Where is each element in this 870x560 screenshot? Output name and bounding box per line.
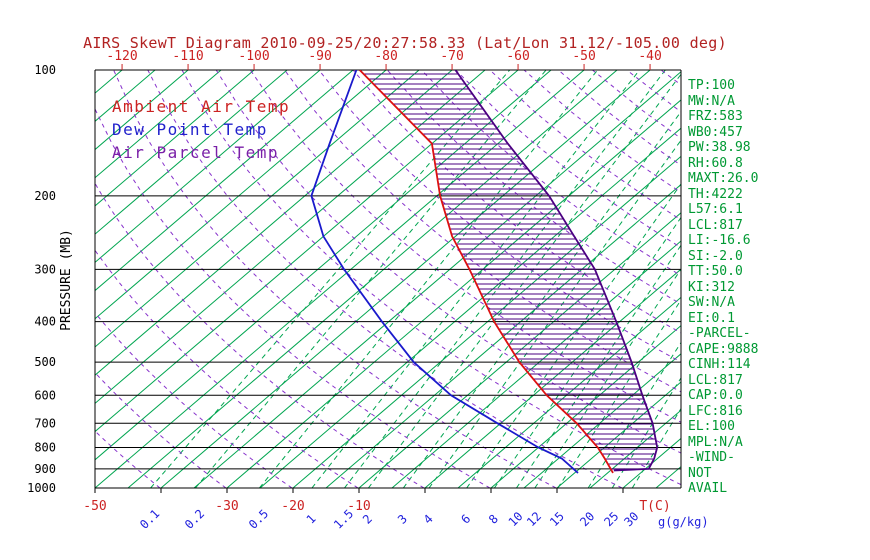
pressure-label: 200 [34, 189, 56, 203]
panel-item: EL:100 [688, 419, 735, 434]
panel-item: TH:4222 [688, 186, 743, 202]
mixing-ratio-label: 12 [524, 509, 544, 529]
panel-item: AVAIL [688, 481, 728, 496]
top-temp-label: -40 [638, 49, 661, 64]
top-temp-label: -120 [106, 49, 137, 64]
panel-item: PW:38.98 [688, 140, 751, 155]
panel-item: L57:6.1 [688, 202, 743, 217]
panel-item: TP:100 [688, 78, 735, 93]
panel-item: MW:N/A [688, 93, 735, 109]
panel-item: SI:-2.0 [688, 248, 743, 264]
bottom-temp-label: -30 [215, 499, 238, 514]
stats-panel: TP:100 MW:N/A FRZ:583 WB0:457 PW:38.98 RH:60.… [688, 78, 758, 497]
pressure-label: 600 [34, 388, 56, 402]
panel-item: LCL:817 [688, 217, 743, 233]
mixing-ratio-label: 20 [577, 509, 597, 529]
ambient-temp-curve [359, 70, 614, 474]
panel-item: -PARCEL- [688, 326, 751, 341]
pressure-label: 400 [34, 315, 56, 329]
pressure-label: 700 [34, 416, 56, 430]
top-temp-label: -60 [506, 49, 529, 64]
mixing-ratio-label: 25 [601, 509, 621, 529]
dew-point-curve [310, 70, 579, 474]
mixing-ratio-label: 6 [458, 512, 473, 527]
mixing-ratio-label: 1 [304, 512, 319, 527]
legend-ambient-air-temp: Ambient Air Temp [112, 97, 291, 116]
mixing-ratio-label: 4 [421, 512, 436, 527]
top-temp-label: -70 [440, 49, 463, 64]
panel-item: RH:60.8 [688, 155, 743, 171]
panel-item: KI:312 [688, 279, 735, 295]
pressure-label: 100 [34, 63, 56, 77]
mixing-ratio-label: 8 [486, 512, 501, 527]
bottom-temp-label: -50 [83, 499, 106, 514]
panel-item: LI:-16.6 [688, 233, 751, 248]
mixing-ratio-label: 0.1 [137, 507, 162, 532]
temp-unit-label: T(C) [639, 499, 670, 514]
top-temp-label: -50 [572, 49, 595, 64]
air-parcel-curve [454, 70, 659, 472]
panel-item: CINH:114 [688, 357, 751, 372]
panel-item: NOT [688, 465, 712, 481]
pressure-axis-label: PRESSURE (MB) [59, 229, 74, 331]
mixing-ratio-label: 0.2 [182, 507, 207, 532]
chart-title: AIRS SkewT Diagram 2010-09-25/20:27:58.3… [83, 34, 727, 52]
top-temp-label: -110 [172, 49, 203, 64]
panel-item: MPL:N/A [688, 434, 743, 450]
pressure-label: 800 [34, 440, 56, 454]
top-temp-label: -90 [308, 49, 331, 64]
panel-item: -WIND- [688, 450, 735, 465]
mixing-ratio-label: 3 [395, 512, 410, 527]
panel-item: EI:0.1 [688, 310, 735, 326]
panel-item: TT:50.0 [688, 264, 743, 279]
panel-item: MAXT:26.0 [688, 171, 759, 186]
top-temp-label: -100 [238, 49, 269, 64]
legend-dew-point-temp: Dew Point Temp [112, 120, 268, 139]
bottom-temp-label: -20 [281, 499, 304, 514]
legend: Ambient Air Temp Dew Point Temp Air Parcel… [112, 95, 290, 164]
panel-item: SW:N/A [688, 295, 735, 310]
panel-item: LCL:817 [688, 372, 743, 388]
panel-item: LFC:816 [688, 403, 743, 419]
mixing-ratio-label: 0.5 [246, 507, 271, 532]
pressure-label: 300 [34, 262, 56, 276]
top-temp-label: -80 [374, 49, 397, 64]
panel-item: CAP:0.0 [688, 388, 743, 403]
mixing-ratio-label: 15 [547, 509, 567, 529]
pressure-label: 500 [34, 355, 56, 369]
panel-item: CAPE:9888 [688, 341, 759, 357]
panel-item: FRZ:583 [688, 109, 743, 124]
panel-item: WB0:457 [688, 124, 743, 140]
legend-air-parcel-temp: Air Parcel Temp [112, 143, 279, 162]
bottom-temp-label: -10 [347, 499, 370, 514]
mixing-ratio-label: 10 [506, 509, 526, 529]
mixing-ratio-unit-label: g(g/kg) [658, 515, 709, 529]
sounding-curves [310, 70, 659, 474]
pressure-label: 1000 [27, 481, 56, 495]
pressure-label: 900 [34, 462, 56, 476]
